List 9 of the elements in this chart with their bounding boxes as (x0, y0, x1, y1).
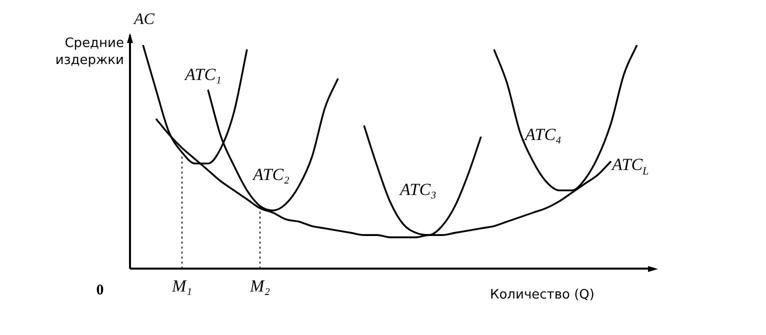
x-axis-title: Количество (Q) (490, 288, 594, 303)
text: 0 (96, 282, 104, 299)
x-tick-label: M₁ (170, 276, 192, 296)
series-label: ATC₁ (184, 65, 222, 84)
y-axis-title: AC Средние издержки (55, 11, 155, 68)
series-label: ATC₃ (399, 180, 437, 199)
x-tick-label: M₂ (248, 276, 270, 296)
series-label: ATC₄ (524, 125, 562, 144)
series-label: ATC₂ (252, 165, 290, 184)
